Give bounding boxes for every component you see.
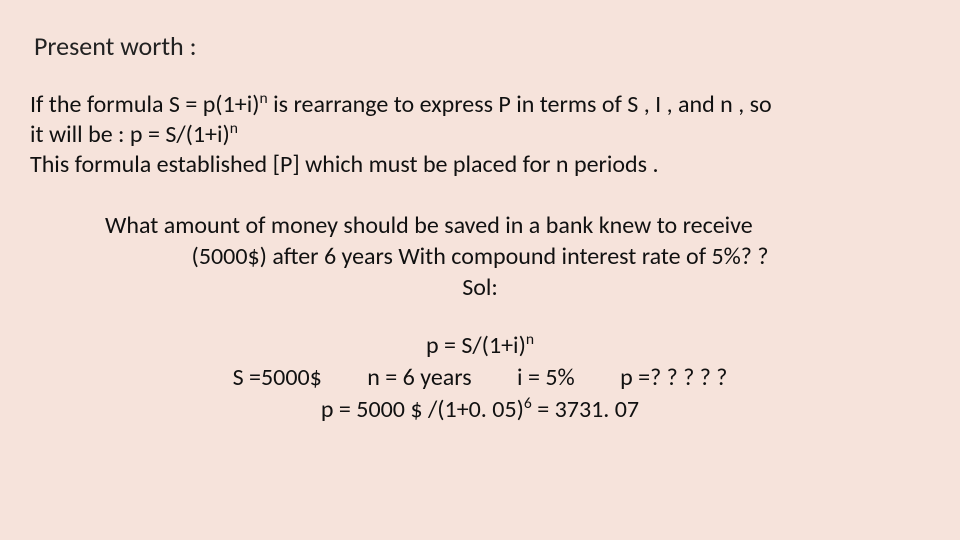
para-line2-sup: n	[230, 119, 238, 138]
given-i: i = 5%	[517, 363, 575, 392]
para-line1-pre: If the formula S = p(1+i)	[30, 90, 260, 119]
calc-sup: 6	[524, 394, 532, 413]
given-n: n = 6 years	[367, 363, 471, 392]
question-line2: (5000$) after 6 years With compound inte…	[75, 241, 885, 272]
calc-post: = 3731. 07	[532, 395, 639, 424]
para-line2-pre: it will be : p = S/(1+i)	[30, 120, 230, 149]
para-line1-sup: n	[260, 89, 268, 108]
sol-label: Sol:	[75, 272, 885, 303]
question-block: What amount of money should be saved in …	[75, 210, 885, 304]
given-p: p =? ? ? ? ?	[620, 363, 727, 392]
para-line1-post: is rearrange to express P in terms of S …	[268, 90, 772, 119]
section-title: Present worth :	[34, 30, 930, 62]
para-line3: This formula established [P] which must …	[30, 150, 659, 179]
solution-calc: p = 5000 $ /(1+0. 05)6 = 3731. 07	[30, 394, 930, 426]
solution-formula-sup: n	[526, 330, 534, 349]
question-line1: What amount of money should be saved in …	[105, 210, 885, 241]
explanation-paragraph: If the formula S = p(1+i)n is rearrange …	[30, 90, 930, 180]
solution-formula-pre: p = S/(1+i)	[426, 331, 526, 360]
given-s: S =5000$	[233, 363, 322, 392]
slide: Present worth : If the formula S = p(1+i…	[0, 0, 960, 540]
calc-pre: p = 5000 $ /(1+0. 05)	[321, 395, 524, 424]
solution-given: S =5000$ n = 6 years i = 5% p =? ? ? ? ?	[30, 362, 930, 394]
solution-block: p = S/(1+i)n S =5000$ n = 6 years i = 5%…	[30, 330, 930, 427]
solution-formula: p = S/(1+i)n	[30, 330, 930, 362]
